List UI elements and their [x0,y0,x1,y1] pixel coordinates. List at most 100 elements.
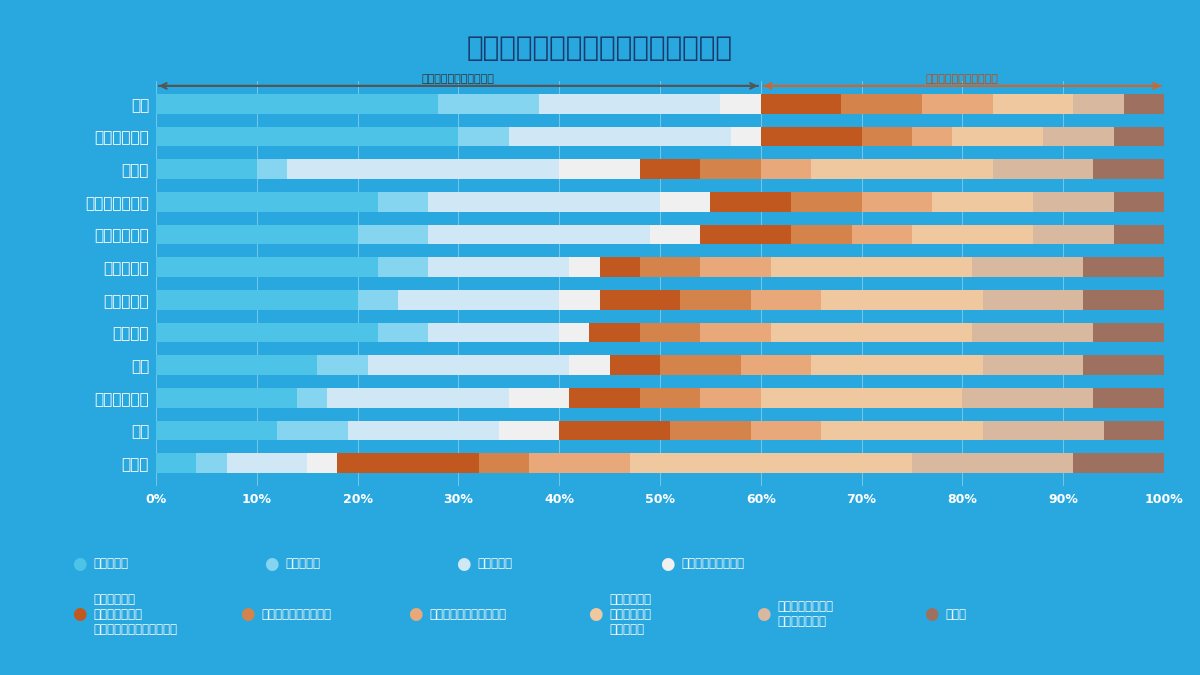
Bar [720,94,761,113]
Bar [197,454,227,473]
Bar [811,355,983,375]
Bar [761,159,811,179]
Bar [761,94,841,113]
Text: 日々の生活で感じる空気の悩みごと: 日々の生活で感じる空気の悩みごと [467,34,733,61]
Bar [701,225,791,244]
Bar [1073,454,1164,473]
Bar [1093,323,1164,342]
Bar [298,388,328,408]
Bar [156,388,298,408]
Bar [559,290,600,310]
Bar [701,388,761,408]
Bar [589,323,640,342]
Bar [559,323,589,342]
Bar [770,257,972,277]
Bar [559,421,670,440]
Bar [821,421,983,440]
Bar [499,421,559,440]
Bar [428,257,569,277]
Bar [841,94,922,113]
Bar [156,323,378,342]
Bar [1093,388,1164,408]
Bar [1033,192,1114,212]
Bar [1073,94,1123,113]
Bar [156,225,358,244]
Bar [1043,127,1114,146]
Bar [701,257,770,277]
Bar [156,355,317,375]
Text: 気温の高さ: 気温の高さ [94,557,128,570]
Bar [953,127,1043,146]
Text: 空気中を漂う
ほこりやちり
などのゴミ: 空気中を漂う ほこりやちり などのゴミ [610,593,652,636]
Bar [701,323,770,342]
Text: ●: ● [924,605,938,623]
Bar [983,421,1104,440]
Bar [761,388,962,408]
Bar [398,290,559,310]
Bar [610,355,660,375]
Bar [277,421,348,440]
Text: ●: ● [660,555,674,572]
Bar [680,290,751,310]
Text: ●: ● [240,605,254,623]
Text: 空気中を漂うウイルス: 空気中を漂うウイルス [262,608,331,621]
Bar [1093,159,1164,179]
Bar [972,257,1084,277]
Bar [862,192,932,212]
Text: ●: ● [588,605,602,623]
Bar [640,388,701,408]
Bar [317,355,367,375]
Bar [972,323,1093,342]
Text: ●: ● [408,605,422,623]
Bar [227,454,307,473]
Bar [983,290,1084,310]
Bar [156,290,358,310]
Text: ●: ● [72,555,86,572]
Text: 温度・湿度に関する悩み: 温度・湿度に関する悩み [422,74,494,84]
Bar [428,323,559,342]
Bar [438,94,539,113]
Bar [1084,355,1164,375]
Bar [1114,192,1164,212]
Bar [811,159,992,179]
Bar [529,454,630,473]
Text: 排気ガス・山火事
などの大気汚染: 排気ガス・山火事 などの大気汚染 [778,600,834,628]
Bar [358,290,398,310]
Bar [912,127,953,146]
Bar [156,421,277,440]
Bar [569,257,600,277]
Bar [770,323,972,342]
Bar [640,159,701,179]
Text: 空気の汚れに関する悩み: 空気の汚れに関する悩み [926,74,998,84]
Bar [559,159,640,179]
Bar [640,323,701,342]
Bar [428,225,650,244]
Bar [358,225,428,244]
Bar [1084,257,1164,277]
Bar [640,257,701,277]
Text: 湿度の高さ: 湿度の高さ [286,557,320,570]
Bar [1104,421,1164,440]
Bar [1114,225,1164,244]
Bar [348,421,499,440]
Bar [992,159,1093,179]
Bar [257,159,287,179]
Text: 湿度の低さ（乾燥）: 湿度の低さ（乾燥） [682,557,744,570]
Bar [428,192,660,212]
Bar [1033,225,1114,244]
Bar [912,454,1073,473]
Bar [852,225,912,244]
Bar [660,192,710,212]
Bar [156,94,438,113]
Bar [983,355,1084,375]
Bar [156,454,197,473]
Bar [328,388,509,408]
Bar [569,355,610,375]
Bar [378,257,428,277]
Bar [740,355,811,375]
Bar [479,454,529,473]
Bar [600,257,640,277]
Bar [962,388,1093,408]
Bar [791,192,862,212]
Bar [751,421,821,440]
